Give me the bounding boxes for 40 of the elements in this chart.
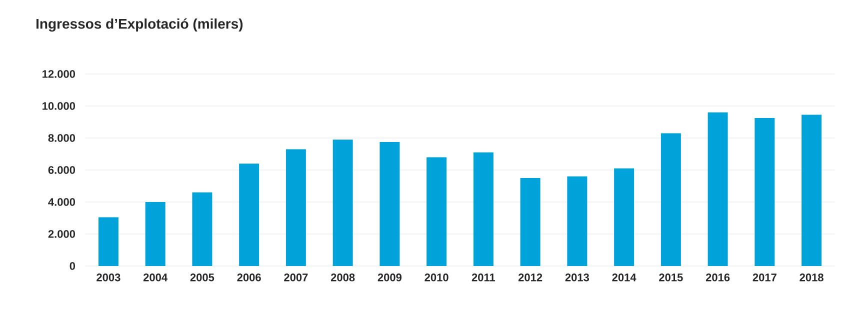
y-tick-label: 0 (70, 262, 76, 270)
x-tick-label: 2006 (237, 274, 261, 282)
bar (520, 178, 540, 266)
x-tick-label: 2017 (752, 274, 776, 282)
bar (145, 202, 166, 266)
bar (426, 157, 447, 266)
bar (380, 142, 400, 266)
y-tick-label: 8.000 (48, 134, 76, 142)
bar (239, 164, 260, 266)
bar (98, 217, 118, 266)
x-tick-label: 2003 (96, 274, 120, 282)
x-tick-label: 2014 (612, 274, 636, 282)
y-tick-label: 6.000 (48, 166, 76, 174)
bar (754, 118, 775, 266)
x-tick-label: 2011 (472, 274, 496, 282)
x-tick-label: 2018 (800, 274, 824, 282)
x-tick-label: 2010 (424, 274, 448, 282)
bar (567, 176, 588, 266)
bar (332, 140, 353, 266)
bar (802, 114, 822, 266)
y-tick-label: 2.000 (48, 230, 76, 238)
x-tick-label: 2012 (518, 274, 542, 282)
y-tick-label: 10.000 (42, 102, 76, 110)
x-tick-label: 2016 (706, 274, 730, 282)
bar (660, 133, 681, 266)
bar (708, 112, 728, 266)
y-tick-label: 4.000 (48, 198, 76, 206)
x-tick-label: 2009 (378, 274, 402, 282)
bar (614, 168, 634, 266)
x-tick-label: 2005 (190, 274, 214, 282)
bar (473, 152, 494, 266)
x-tick-label: 2008 (330, 274, 355, 282)
bar (286, 149, 306, 266)
bar (192, 192, 212, 266)
x-tick-label: 2013 (565, 274, 590, 282)
x-tick-label: 2007 (284, 274, 308, 282)
chart-title: Ingressos d’Explotació (milers) (36, 18, 243, 32)
x-tick-label: 2015 (659, 274, 683, 282)
x-tick-label: 2004 (143, 274, 168, 282)
y-tick-label: 12.000 (42, 70, 76, 78)
